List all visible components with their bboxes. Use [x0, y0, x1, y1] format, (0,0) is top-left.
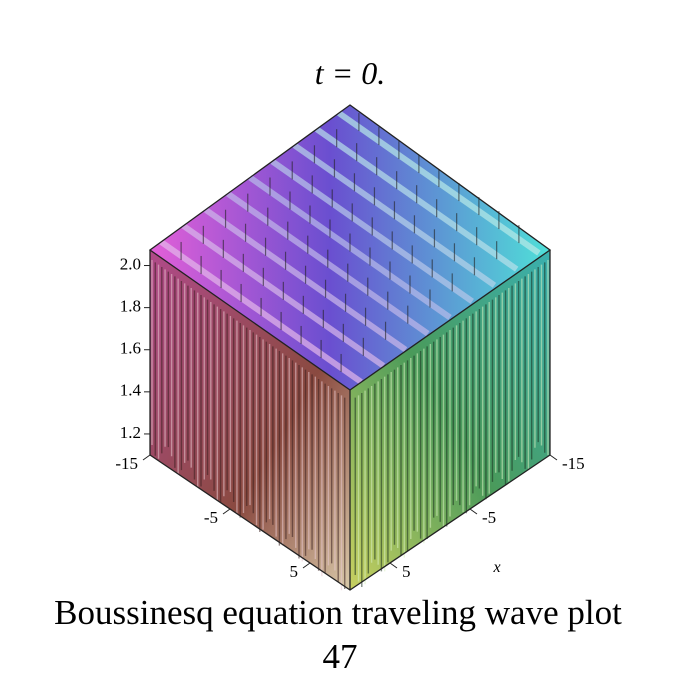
z-tick-label: 1.4: [120, 381, 142, 400]
box-bottom: [149, 454, 551, 591]
x-tick: [549, 454, 558, 461]
x-tick-label: -5: [482, 508, 496, 527]
x-tick-label: -15: [562, 454, 585, 473]
z-tick-label: 1.2: [120, 423, 141, 442]
x-axis-label: x: [492, 559, 500, 576]
y-tick: [302, 562, 311, 569]
chart-title: t = 0.: [315, 55, 385, 91]
y-tick-label: -15: [115, 454, 138, 473]
page-number: 47: [323, 637, 358, 676]
surface: [150, 105, 550, 591]
z-tick-label: 1.6: [120, 339, 141, 358]
z-tick-label: 1.8: [120, 297, 141, 316]
z-tick-label: 2.0: [120, 254, 141, 273]
y-tick: [222, 508, 231, 515]
y-tick-label: -5: [204, 508, 218, 527]
y-tick: [142, 454, 151, 461]
x-tick-label: 5: [402, 562, 411, 581]
x-tick: [469, 508, 478, 515]
caption: Boussinesq equation traveling wave plot: [54, 593, 622, 632]
bounding-box: [148, 104, 552, 591]
y-tick-label: 5: [290, 562, 299, 581]
x-tick: [389, 562, 398, 569]
